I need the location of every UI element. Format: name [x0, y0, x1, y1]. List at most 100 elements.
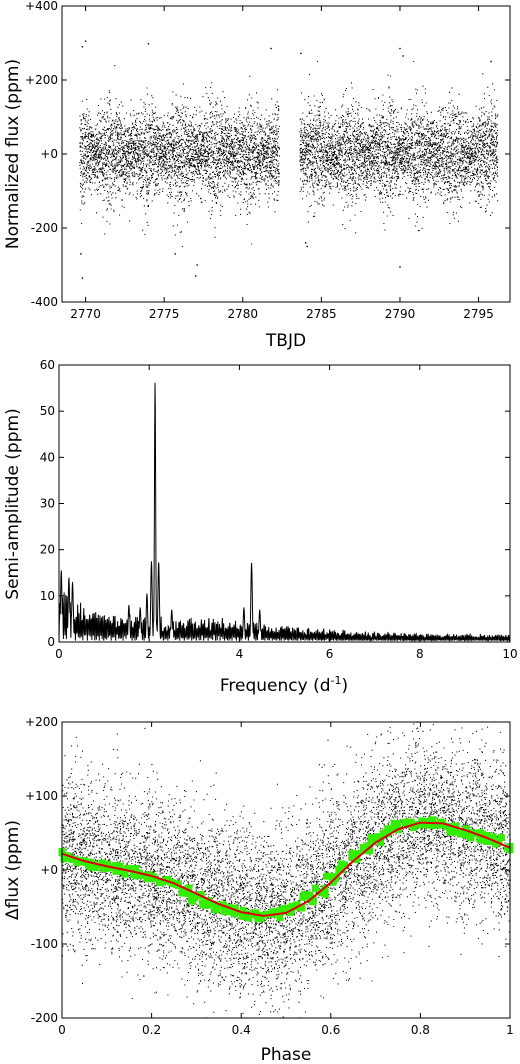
phasefold-ytick-label: +100	[25, 789, 58, 803]
phasefold-binned-point	[254, 914, 262, 922]
periodogram-xlabel-main: Frequency (d	[220, 676, 331, 696]
phasefold-xtick-label: 0.4	[232, 1023, 251, 1037]
periodogram-xtick-label: 0	[55, 647, 63, 661]
phasefold-binned-point	[348, 849, 356, 857]
phasefold-binned-point	[340, 861, 348, 869]
lightcurve-outlier-point	[490, 60, 492, 63]
phasefold-binned-point	[298, 903, 306, 911]
periodogram-ytick-label: 30	[40, 497, 55, 511]
phasefold-ylabel: Δflux (ppm)	[3, 820, 23, 920]
phasefold-binned-point	[447, 824, 455, 832]
phasefold-binned-point	[457, 829, 465, 837]
phasefold-binned-point	[338, 864, 346, 872]
phasefold-xticks: 0 0.2 0.4 0.6 0.8 1	[58, 722, 514, 1037]
periodogram-xtick-label: 8	[416, 647, 424, 661]
phasefold-binned-point	[311, 884, 319, 892]
phasefold-ytick-label: -100	[31, 937, 58, 951]
phasefold-binned-point	[269, 908, 277, 916]
periodogram-ytick-label: 60	[40, 358, 55, 372]
phasefold-binned-point	[66, 854, 74, 862]
phasefold-binned-point	[383, 827, 391, 835]
periodogram-ytick-label: 0	[47, 635, 55, 649]
lightcurve-outlier-point	[306, 245, 308, 248]
phasefold-binned-point	[477, 829, 485, 837]
lightcurve-point	[79, 60, 499, 248]
phasefold-binned-point	[328, 873, 336, 881]
phasefold-yticks: -200 -100 +0 +100 +200	[25, 715, 510, 1025]
phasefold-binned-point	[143, 875, 151, 883]
periodogram-xtick-label: 2	[145, 647, 153, 661]
phasefold-binned-point	[127, 865, 135, 873]
phasefold-binned-point	[245, 914, 253, 922]
periodogram-line	[58, 382, 511, 643]
phasefold-binned-point	[419, 821, 427, 829]
periodogram-ytick-label: 10	[40, 589, 55, 603]
periodogram-ytick-label: 50	[40, 404, 55, 418]
phasefold-binned-point	[401, 818, 409, 826]
phasefold-binned-point	[132, 870, 140, 878]
phasefold-xtick-label: 0.8	[411, 1023, 430, 1037]
periodogram-ytick-label: 20	[40, 543, 55, 557]
phasefold-binned-point	[276, 907, 284, 915]
phasefold-binned-point	[368, 834, 376, 842]
lightcurve-outlier-point	[270, 47, 272, 50]
lightcurve-xtick-label: 2775	[149, 307, 180, 321]
phasefold-binned-point	[212, 906, 220, 914]
phasefold-binned-point	[156, 878, 164, 886]
phasefold-binned-point	[300, 891, 308, 899]
phasefold-binned-point	[238, 912, 246, 920]
lightcurve-xtick-label: 2770	[70, 307, 101, 321]
phasefold-binned-point	[360, 847, 368, 855]
phasefold-ytick-label: -200	[31, 1011, 58, 1025]
phasefold-binned-point	[453, 828, 461, 836]
phasefold-binned-point	[288, 902, 296, 910]
phasefold-xtick-label: 0	[58, 1023, 66, 1037]
phasefold-binned-point	[225, 908, 233, 916]
lightcurve-outlier-point	[84, 40, 87, 42]
lightcurve-ytick-label: +400	[25, 0, 58, 13]
phasefold-binned-point	[348, 853, 356, 861]
periodogram-yticks: 0 10 20 30 40 50 60	[40, 358, 510, 649]
phasefold-binned-point	[462, 831, 470, 839]
lightcurve-outlier-point	[81, 277, 84, 279]
lightcurve-yticks: -400 -200 +0 +200 +400	[25, 0, 510, 309]
periodogram-ylabel: Semi-amplitude (ppm)	[3, 408, 23, 599]
phasefold-binned-point	[446, 828, 454, 836]
phasefold-binned-point	[364, 847, 372, 855]
periodogram-panel: 0 2 4 6 8 10 0 10 20 30 40 50 60 Frequency (d-1) Se…	[3, 358, 518, 696]
lightcurve-outlier-point	[81, 46, 84, 48]
phasefold-binned-point	[482, 837, 490, 845]
phasefold-binned-point	[379, 830, 387, 838]
phasefold-binned-point	[365, 842, 373, 850]
phasefold-ytick-label: +0	[40, 863, 58, 877]
phasefold-binned-point	[467, 834, 475, 842]
phasefold-binned-point	[320, 889, 328, 897]
lightcurve-outlier-point	[399, 266, 401, 268]
lightcurve-xtick-label: 2785	[306, 307, 337, 321]
periodogram-xlabel: Frequency (d-1)	[220, 674, 348, 696]
phasefold-binned-point	[286, 908, 294, 916]
lightcurve-ytick-label: +200	[25, 73, 58, 87]
lightcurve-outlier-point	[80, 253, 82, 255]
phasefold-points	[62, 721, 511, 1019]
periodogram-xlabel-tail: )	[341, 676, 348, 696]
periodogram-frame	[58, 364, 511, 643]
lightcurve-outlier-point	[300, 52, 302, 55]
phasefold-binned-point	[418, 817, 426, 825]
phasefold-binned-point	[353, 856, 361, 864]
phasefold-binned-point	[239, 906, 247, 914]
lightcurve-xtick-label: 2790	[385, 307, 416, 321]
phasefold-binned-point	[150, 875, 158, 883]
phasefold-binned-point	[329, 878, 337, 886]
lightcurve-outlier-point	[194, 275, 197, 277]
phasefold-binned-point	[406, 820, 414, 828]
phasefold-binned-point	[487, 837, 495, 845]
phasefold-binned-point	[323, 872, 331, 880]
phasefold-binned-point	[476, 835, 484, 843]
phasefold-model-line	[61, 821, 511, 917]
phasefold-binned-point	[484, 831, 492, 839]
phasefold-binned-point	[280, 904, 288, 912]
periodogram-xticks: 0 2 4 6 8 10	[55, 365, 518, 661]
periodogram-xtick-label: 6	[326, 647, 334, 661]
